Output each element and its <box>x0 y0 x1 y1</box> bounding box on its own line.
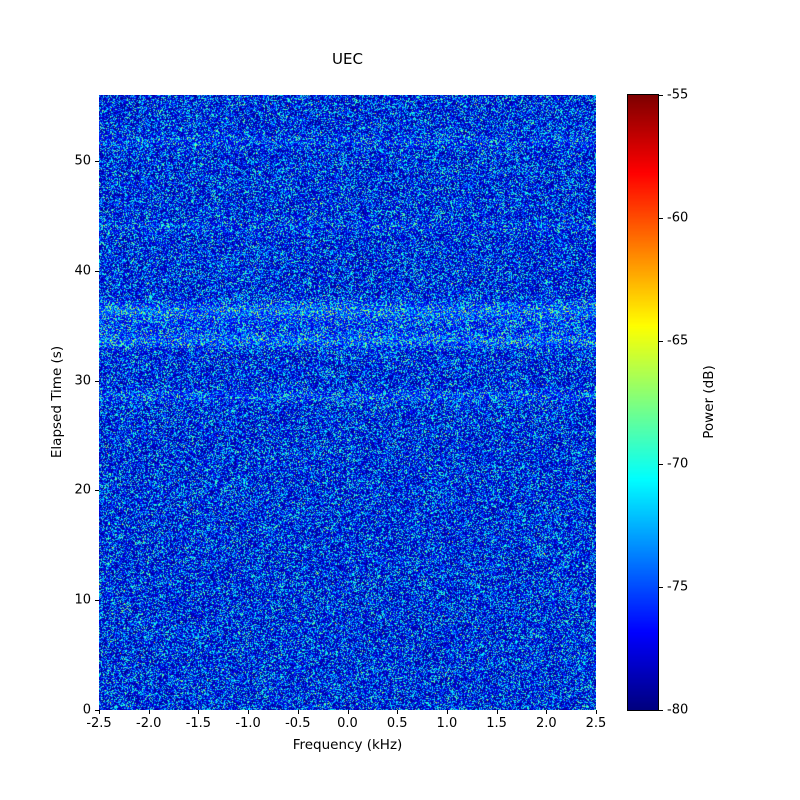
x-tick-mark <box>99 710 100 714</box>
colorbar-tick-label: -55 <box>667 87 689 103</box>
x-tick-mark <box>297 710 299 714</box>
colorbar-tick-mark <box>659 710 663 711</box>
colorbar-tick-label: -70 <box>667 456 689 472</box>
y-tick-mark <box>95 380 99 382</box>
x-axis-label: Frequency (kHz) <box>292 737 403 753</box>
x-tick-label: 1.5 <box>486 716 507 731</box>
x-tick-label: 0.5 <box>386 716 408 731</box>
colorbar-tick-label: -65 <box>667 333 689 349</box>
x-tick-mark <box>496 710 498 714</box>
colorbar-tick-label: -60 <box>667 210 689 226</box>
x-tick-label: 0.0 <box>337 716 358 731</box>
y-tick-mark <box>95 710 99 711</box>
spectrogram-heatmap <box>99 95 596 710</box>
x-tick-label: 2.5 <box>585 716 607 731</box>
x-tick-mark <box>347 710 349 714</box>
x-tick-mark <box>446 710 448 714</box>
colorbar-label: Power (dB) <box>701 365 717 439</box>
x-tick-mark <box>596 710 597 714</box>
colorbar-tick-mark <box>659 341 663 342</box>
x-tick-label: 2.0 <box>535 716 557 731</box>
x-tick-label: -1.5 <box>185 716 212 731</box>
y-tick-mark <box>95 270 99 272</box>
colorbar-tick-mark <box>659 587 663 588</box>
chart-title: UEC <box>332 50 363 68</box>
x-tick-mark <box>397 710 399 714</box>
x-tick-mark <box>148 710 150 714</box>
colorbar-gradient <box>627 94 659 711</box>
x-tick-label: -1.0 <box>235 716 261 731</box>
y-axis-label: Elapsed Time (s) <box>49 345 65 459</box>
y-tick-mark <box>95 160 99 162</box>
y-tick-label: 30 <box>74 373 91 389</box>
x-tick-label: -2.0 <box>136 716 162 731</box>
colorbar-tick-mark <box>659 464 663 465</box>
x-tick-label: -2.5 <box>86 716 112 731</box>
colorbar-tick-mark <box>659 95 663 96</box>
y-tick-label: 10 <box>74 592 91 608</box>
y-tick-mark <box>95 490 99 492</box>
colorbar-tick-label: -75 <box>667 579 689 595</box>
y-tick-label: 40 <box>74 263 91 279</box>
x-tick-mark <box>546 710 548 714</box>
x-tick-mark <box>198 710 200 714</box>
y-tick-mark <box>95 600 99 602</box>
colorbar-tick-label: -80 <box>667 702 689 718</box>
x-tick-mark <box>248 710 250 714</box>
y-tick-label: 50 <box>74 153 91 169</box>
colorbar-tick-mark <box>659 218 663 219</box>
y-tick-label: 0 <box>82 702 91 718</box>
y-tick-label: 20 <box>74 482 91 498</box>
x-tick-label: 1.0 <box>436 716 458 731</box>
x-tick-label: -0.5 <box>285 716 311 731</box>
